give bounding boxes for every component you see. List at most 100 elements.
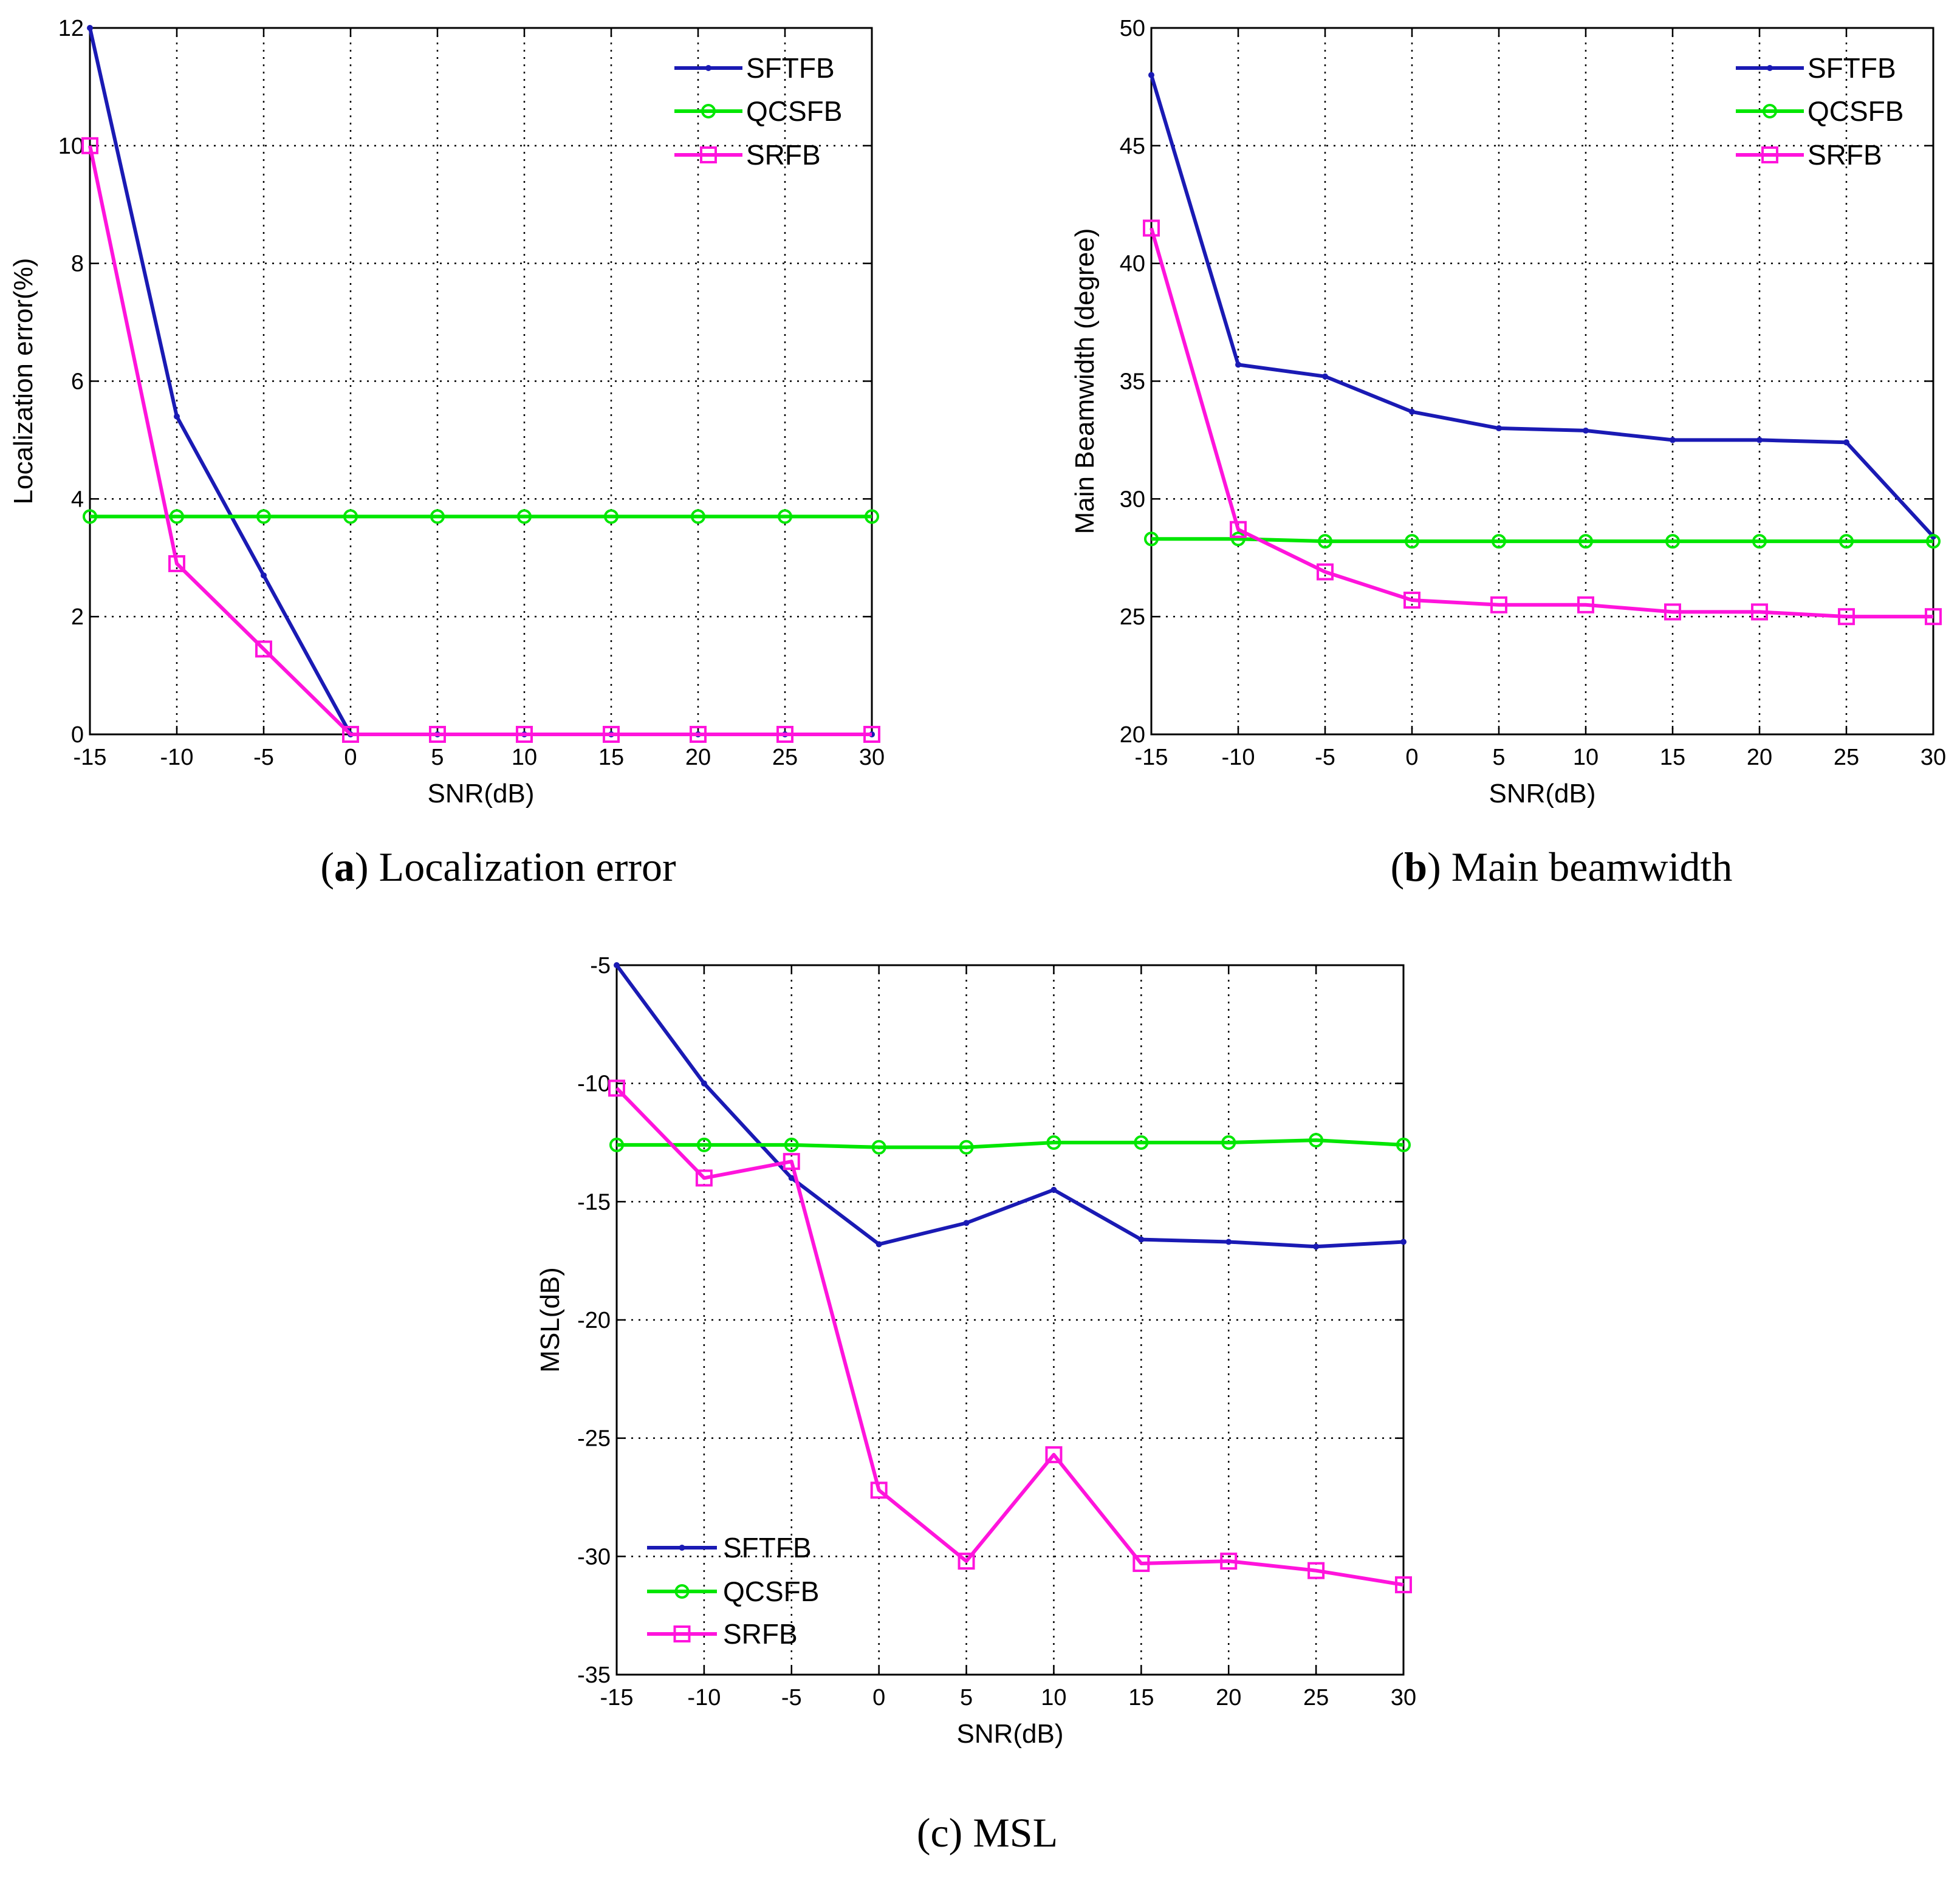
data-point-sftfb: [1313, 1243, 1320, 1250]
legend-label-sftfb: SFTFB: [723, 1532, 812, 1563]
data-point-srfb: [695, 1169, 713, 1187]
x-tick-label: 25: [772, 745, 798, 770]
data-point-qcsfb: [691, 509, 705, 524]
data-point-sftfb: [1322, 373, 1328, 380]
x-tick-label: 20: [1216, 1685, 1241, 1710]
data-point-sftfb: [1409, 408, 1415, 415]
x-tick-label: 0: [872, 1685, 885, 1710]
caption-b: (b) Main beamwidth: [1391, 844, 1733, 890]
data-point-sftfb: [1583, 427, 1589, 434]
x-tick-label: 20: [685, 745, 711, 770]
data-point-sftfb: [1756, 437, 1763, 443]
legend: SFTFB QCSFB SRFB: [647, 1532, 819, 1650]
data-point-qcsfb: [1752, 534, 1767, 549]
series-line-qcsfb: [1151, 537, 1933, 544]
data-point-srfb: [690, 726, 707, 743]
y-tick-label: -25: [577, 1426, 611, 1452]
data-point-qcsfb: [784, 1137, 799, 1152]
data-point-srfb: [1307, 1562, 1325, 1579]
y-tick-label: 4: [71, 487, 84, 512]
data-point-srfb: [1838, 608, 1855, 626]
data-point-sftfb: [174, 413, 180, 420]
data-point-srfb: [168, 555, 185, 572]
data-point-srfb: [870, 1481, 888, 1499]
data-point-sftfb: [1843, 439, 1849, 446]
x-axis-label: SNR(dB): [956, 1719, 1063, 1749]
x-axis-label: SNR(dB): [427, 779, 534, 808]
x-tick-label: -15: [74, 745, 107, 770]
data-point-sftfb: [87, 25, 93, 31]
data-point-sftfb: [1148, 72, 1154, 78]
data-point-qcsfb: [1405, 534, 1419, 549]
data-point-qcsfb: [604, 509, 618, 524]
y-tick-label: -20: [577, 1308, 611, 1333]
data-point-sftfb: [1050, 1186, 1057, 1193]
x-tick-label: -10: [1222, 745, 1255, 770]
chart-b: -15 -10 -5 0 5 10 15 20 25 30 20 25 30 35 40 45 50 SNR(dB…: [1070, 16, 1946, 890]
data-point-srfb: [342, 726, 359, 743]
series-line-sftfb: [1150, 74, 1935, 538]
data-point-qcsfb: [1396, 1137, 1411, 1152]
data-point-qcsfb: [1492, 534, 1506, 549]
data-point-qcsfb: [1231, 531, 1246, 547]
legend-label-sftfb: SFTFB: [1808, 52, 1896, 84]
y-tick-label: 25: [1120, 604, 1145, 630]
data-point-srfb: [783, 1153, 800, 1170]
x-tick-label: 0: [1405, 745, 1418, 770]
data-point-srfb: [776, 726, 793, 743]
data-point-srfb: [958, 1553, 975, 1570]
x-tick-label: -10: [687, 1685, 721, 1710]
legend-marker-qcsfb: [674, 1584, 690, 1599]
data-point-sftfb: [261, 572, 267, 579]
series-line-sftfb: [615, 964, 1404, 1249]
data-point-srfb: [1132, 1555, 1150, 1573]
data-point-srfb: [608, 1079, 625, 1097]
series-line-srfb: [88, 145, 872, 736]
data-point-sftfb: [963, 1220, 970, 1226]
y-tick-label: 45: [1120, 134, 1145, 159]
x-tick-label: 5: [431, 745, 444, 770]
x-tick-label: 20: [1747, 745, 1772, 770]
y-axis-label: Main Beamwidth (degree): [1070, 228, 1100, 535]
caption-a: (a) Localization error: [320, 844, 676, 890]
legend: SFTFB QCSFB SRFB: [1736, 52, 1903, 171]
y-tick-label: -15: [577, 1189, 611, 1215]
x-tick-label: 15: [1660, 745, 1685, 770]
data-point-srfb: [1143, 219, 1160, 237]
y-tick-label: 20: [1120, 722, 1145, 748]
data-point-sftfb: [1225, 1239, 1232, 1245]
series-qcsfb: [83, 509, 879, 524]
data-point-sftfb: [875, 1241, 882, 1248]
data-point-srfb: [81, 137, 98, 154]
data-point-qcsfb: [343, 509, 358, 524]
data-point-qcsfb: [609, 1137, 624, 1152]
data-point-sftfb: [614, 962, 620, 968]
y-tick-label: 6: [71, 369, 84, 395]
data-point-srfb: [1577, 596, 1594, 613]
legend-marker-qcsfb: [1763, 104, 1777, 118]
y-tick-label: 35: [1120, 369, 1145, 395]
x-tick-label: 25: [1303, 1685, 1329, 1710]
x-tick-label: 15: [1128, 1685, 1154, 1710]
series-line-srfb: [615, 1087, 1404, 1587]
y-axis-label: Localization error(%): [9, 258, 38, 505]
y-axis-label: MSL(dB): [535, 1267, 565, 1373]
legend-label-sftfb: SFTFB: [746, 52, 835, 84]
x-tick-label: 5: [1492, 745, 1505, 770]
legend-marker-srfb: [1761, 146, 1778, 163]
data-point-srfb: [255, 640, 272, 658]
x-tick-label: 10: [1573, 745, 1598, 770]
data-point-qcsfb: [871, 1140, 886, 1155]
data-point-srfb: [1317, 563, 1334, 581]
series-qcsfb: [1144, 531, 1941, 549]
data-point-qcsfb: [83, 509, 97, 524]
series-sftfb: [614, 962, 1407, 1250]
series-line-qcsfb: [617, 1138, 1404, 1149]
x-tick-label: -10: [160, 745, 194, 770]
legend-marker-srfb: [673, 1625, 691, 1642]
y-tick-label: 50: [1120, 16, 1145, 41]
data-point-qcsfb: [1665, 534, 1680, 549]
data-point-srfb: [603, 726, 620, 743]
legend: SFTFB QCSFB SRFB: [674, 52, 842, 171]
data-point-srfb: [1045, 1446, 1063, 1463]
